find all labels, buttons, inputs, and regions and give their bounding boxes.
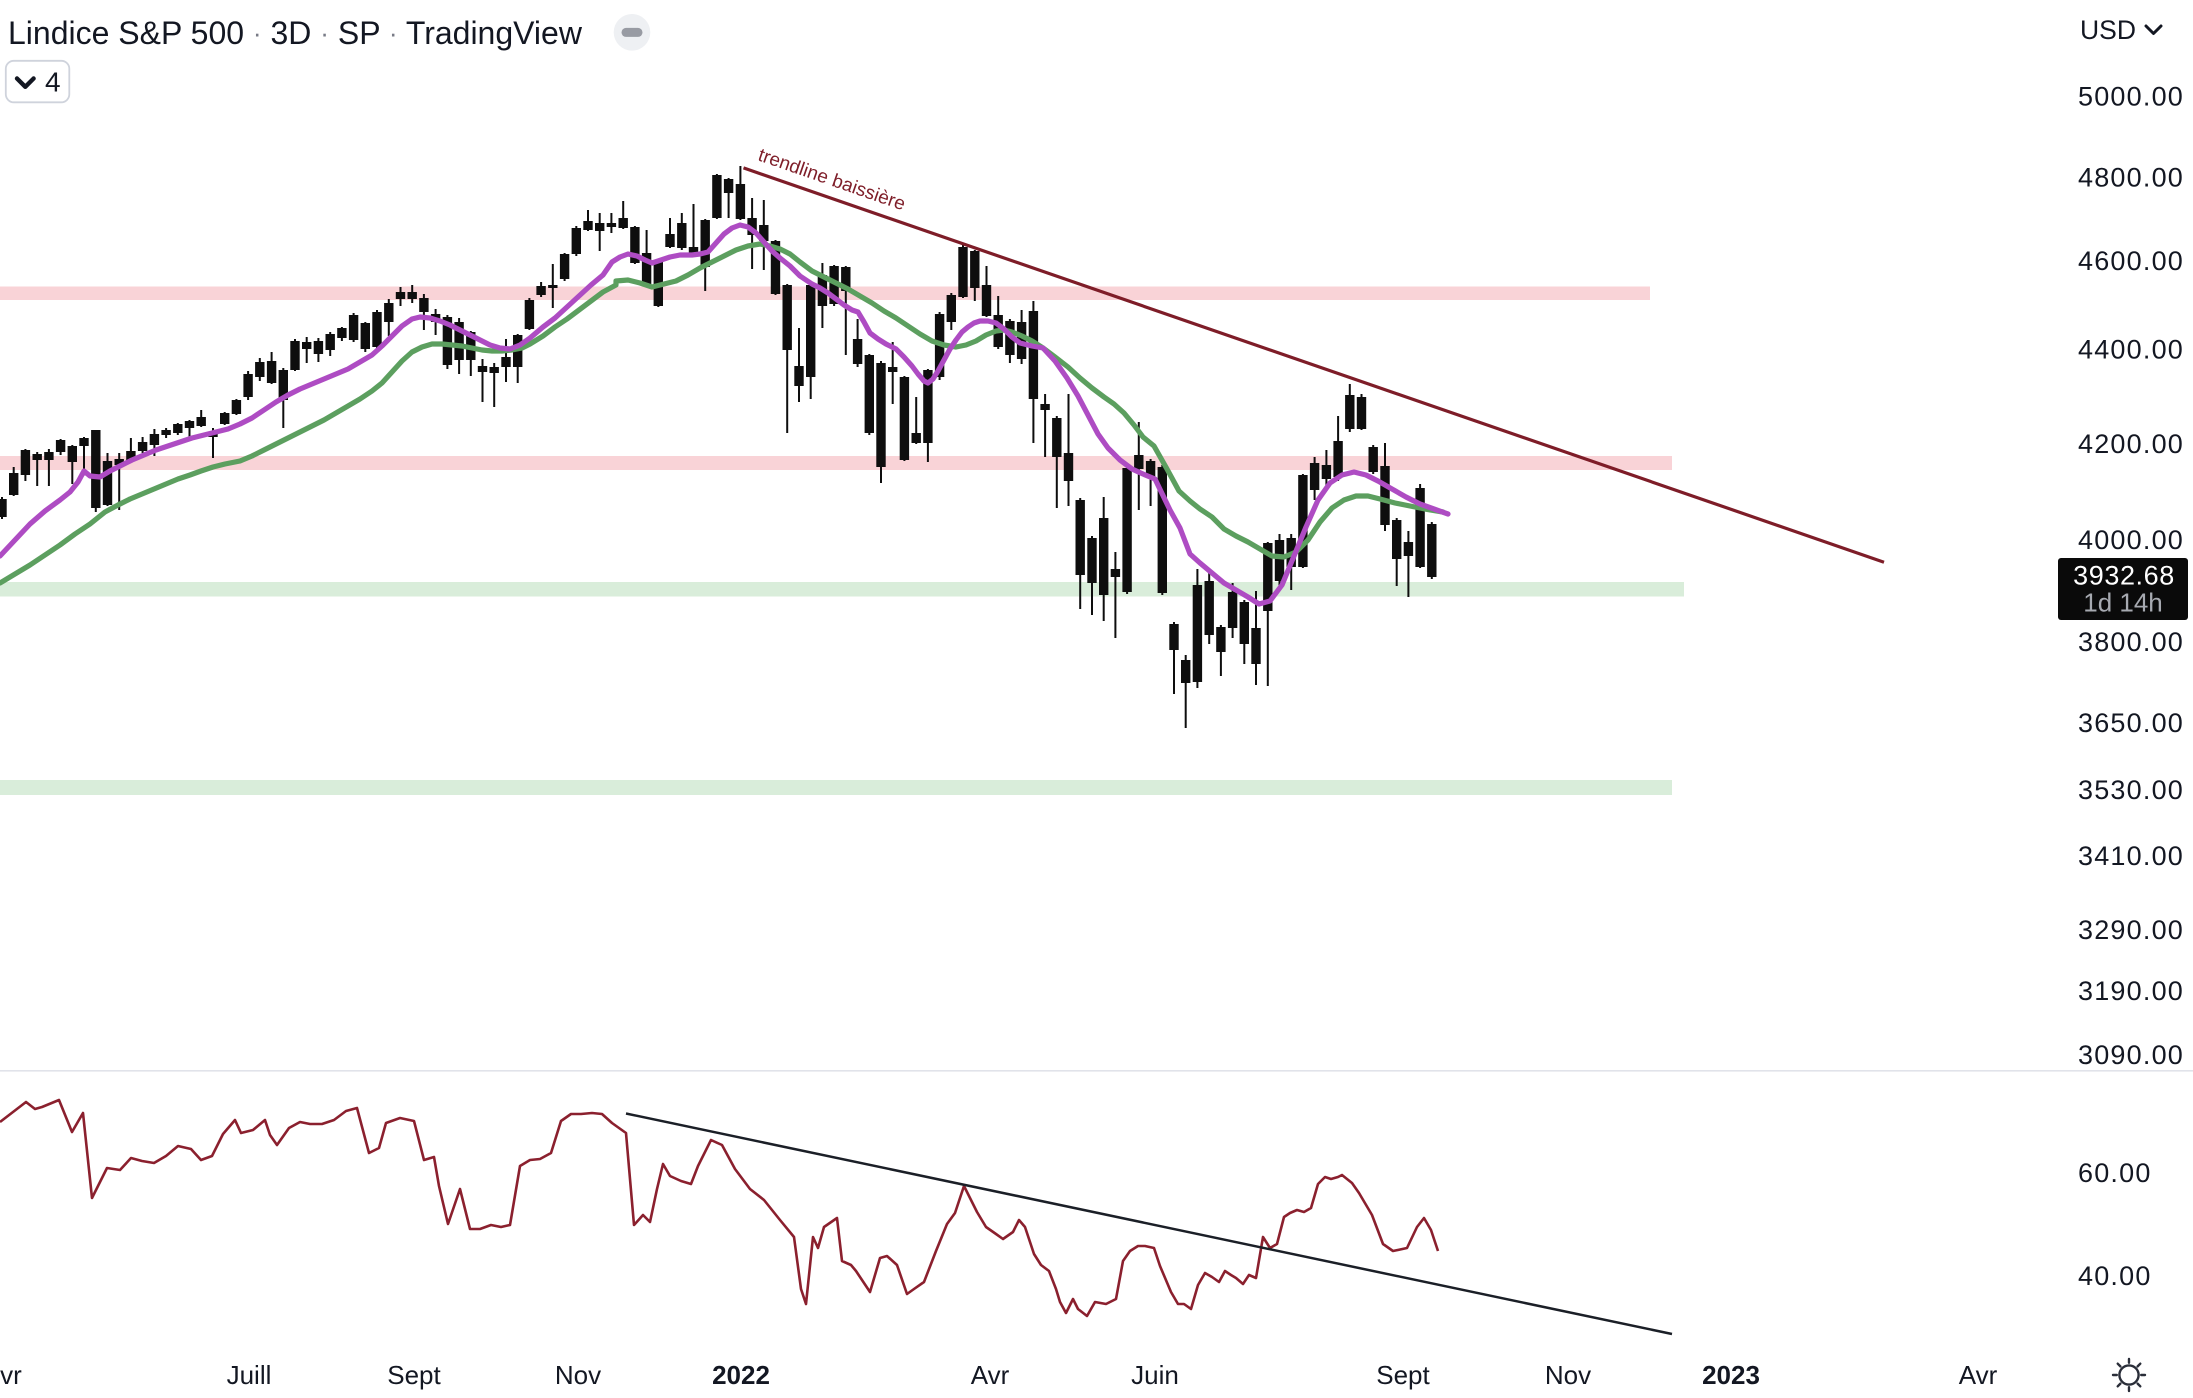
svg-text:3800.00: 3800.00 [2078,627,2184,657]
svg-text:40.00: 40.00 [2078,1261,2152,1291]
svg-text:60.00: 60.00 [2078,1158,2152,1188]
svg-text:Sept: Sept [387,1360,441,1390]
svg-text:3410.00: 3410.00 [2078,841,2184,871]
svg-text:3650.00: 3650.00 [2078,708,2184,738]
svg-text:5000.00: 5000.00 [2078,82,2184,112]
svg-text:Juin: Juin [1131,1360,1179,1390]
svg-text:4200.00: 4200.00 [2078,429,2184,459]
svg-text:3090.00: 3090.00 [2078,1040,2184,1070]
svg-text:4600.00: 4600.00 [2078,246,2184,276]
svg-text:2022: 2022 [712,1360,770,1390]
svg-text:Avr: Avr [1959,1360,1998,1390]
svg-text:Juill: Juill [227,1360,272,1390]
svg-text:4400.00: 4400.00 [2078,335,2184,365]
svg-text:vr: vr [0,1360,22,1390]
svg-text:Avr: Avr [971,1360,1010,1390]
svg-text:4: 4 [45,67,61,98]
svg-text:3932.68: 3932.68 [2073,561,2175,591]
svg-text:4800.00: 4800.00 [2078,163,2184,193]
svg-text:USD: USD [2080,15,2136,45]
svg-text:3190.00: 3190.00 [2078,976,2184,1006]
svg-text:1d 14h: 1d 14h [2083,588,2163,618]
svg-text:3530.00: 3530.00 [2078,775,2184,805]
svg-text:Sept: Sept [1376,1360,1430,1390]
svg-text:Lindice S&P 500 · 3D · SP · Tr: Lindice S&P 500 · 3D · SP · TradingView [8,15,583,51]
svg-text:3290.00: 3290.00 [2078,915,2184,945]
svg-text:Nov: Nov [555,1360,601,1390]
svg-text:4000.00: 4000.00 [2078,525,2184,555]
svg-text:2023: 2023 [1702,1360,1760,1390]
svg-text:Nov: Nov [1545,1360,1591,1390]
